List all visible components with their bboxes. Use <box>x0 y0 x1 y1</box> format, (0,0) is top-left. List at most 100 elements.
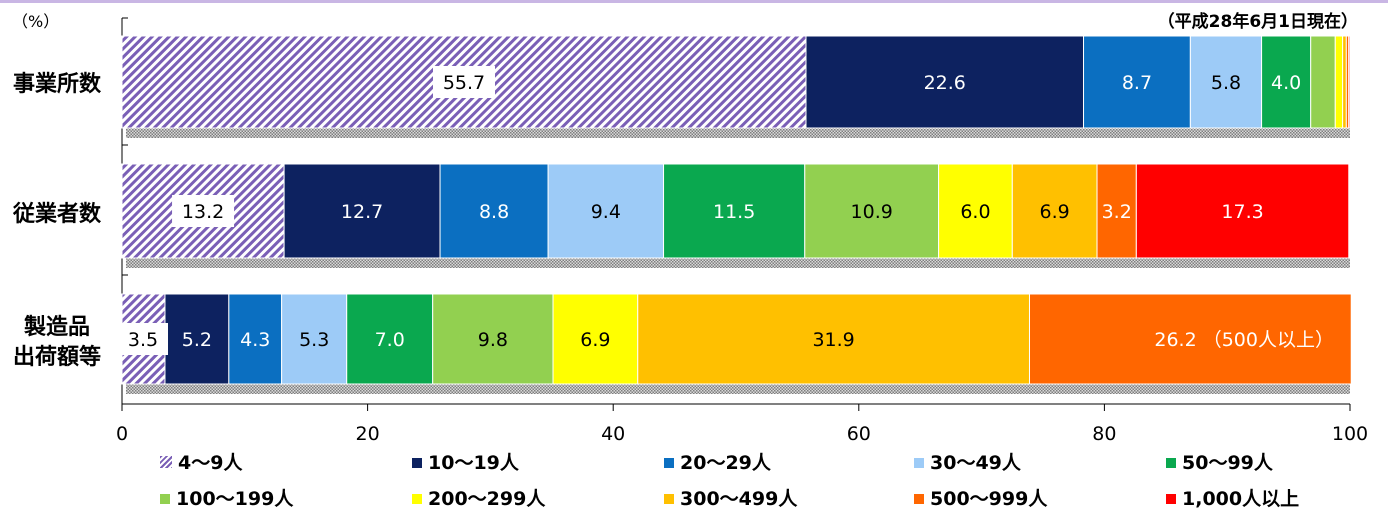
legend-swatch <box>1166 458 1176 468</box>
top-border <box>0 0 1388 3</box>
data-label-bg <box>118 323 168 355</box>
data-label: 9.8 <box>478 329 508 351</box>
x-tick-label: 0 <box>116 423 128 445</box>
date-note: （平成28年6月1日現在） <box>1157 12 1358 32</box>
legend-item: 500〜999人 <box>914 488 1047 510</box>
x-tick-label: 100 <box>1332 423 1368 445</box>
bar-segment <box>1028 293 1352 385</box>
legend-swatch <box>914 494 924 504</box>
data-label-bg <box>432 66 495 98</box>
data-label: 26.2 （500人以上） <box>1154 329 1334 351</box>
legend-swatch <box>1166 494 1176 504</box>
data-label-bg <box>172 195 235 227</box>
data-label: 55.7 <box>443 72 485 94</box>
legend-label: 100〜199人 <box>176 488 294 510</box>
legend-swatch <box>412 458 422 468</box>
legend-label: 30〜49人 <box>930 452 1021 474</box>
category-label: 従業者数 <box>0 200 114 230</box>
data-label: 22.6 <box>924 72 966 94</box>
bar-segment <box>552 293 639 385</box>
category-label-line: 出荷額等 <box>12 345 101 370</box>
legend-label: 1,000人以上 <box>1182 488 1300 510</box>
data-label: 11.5 <box>713 201 755 223</box>
legend-label: 500〜999人 <box>930 488 1048 510</box>
legend-swatch <box>914 458 924 468</box>
legend-item: 300〜499人 <box>664 488 797 510</box>
bar-segment <box>1189 35 1263 129</box>
bar-segment <box>1011 163 1098 259</box>
data-label: 3.2 <box>1102 201 1132 223</box>
legend-item: 10〜19人 <box>412 452 519 474</box>
legend-label: 300〜499人 <box>680 488 798 510</box>
bar-segment <box>283 163 441 259</box>
legend-item: 100〜199人 <box>160 488 293 510</box>
legend-item: 50〜99人 <box>1166 452 1273 474</box>
bar-segment <box>1342 35 1347 129</box>
data-labels: 55.7 22.6 8.7 5.8 4.0 13.2 12.7 8.8 9.4 11.5 10.9 6… <box>118 66 1334 355</box>
bar-shadow <box>126 128 1350 138</box>
legend-swatch <box>160 456 172 468</box>
category-label-line: 製造品 <box>23 315 90 340</box>
bar-segment <box>439 163 549 259</box>
data-label: 10.9 <box>851 201 893 223</box>
data-label: 9.4 <box>591 201 621 223</box>
bar-segment <box>164 293 230 385</box>
bar-segment <box>663 163 806 259</box>
bar-segment <box>547 163 665 259</box>
data-label: 4.3 <box>240 329 270 351</box>
legend-swatch <box>664 494 674 504</box>
data-label: 6.9 <box>580 329 610 351</box>
data-label: 6.0 <box>960 201 990 223</box>
data-label: 3.5 <box>128 329 158 351</box>
bar-shadow <box>126 384 1350 394</box>
bar-segment <box>228 293 283 385</box>
data-label: 5.8 <box>1211 72 1241 94</box>
category-label-line: 事業所数 <box>12 72 101 97</box>
data-label: 7.0 <box>375 329 405 351</box>
category-label: 事業所数 <box>0 70 114 100</box>
legend-label: 200〜299人 <box>428 488 546 510</box>
legend-swatch <box>412 494 422 504</box>
legend-item: 4〜9人 <box>160 452 242 474</box>
data-label: 13.2 <box>182 201 224 223</box>
x-tick-label: 80 <box>1092 423 1116 445</box>
data-label: 8.8 <box>479 201 509 223</box>
legend-label: 50〜99人 <box>1182 452 1273 474</box>
x-tick-label: 60 <box>847 423 871 445</box>
data-label: 6.9 <box>1040 201 1070 223</box>
data-label: 12.7 <box>341 201 383 223</box>
bar-segment <box>1310 35 1336 129</box>
legend-item: 20〜29人 <box>664 452 771 474</box>
legend-item: 1,000人以上 <box>1166 488 1299 510</box>
bar-shadow <box>126 258 1350 268</box>
x-tick-label: 40 <box>601 423 625 445</box>
bars <box>121 35 1352 394</box>
bar-segment <box>1348 35 1351 129</box>
bar-segment <box>1083 35 1191 129</box>
bar-segment <box>1096 163 1137 259</box>
legend-swatch <box>664 458 674 468</box>
bar-segment <box>1135 163 1350 259</box>
legend-label: 20〜29人 <box>680 452 771 474</box>
category-label-line: 従業者数 <box>12 202 101 227</box>
axes: 0 20 40 60 80 100 <box>116 17 1368 445</box>
legend-label: 4〜9人 <box>178 452 243 474</box>
data-label: 17.3 <box>1221 201 1263 223</box>
category-label: 製造品 出荷額等 <box>0 313 114 373</box>
bar-segment <box>637 293 1030 385</box>
legend-label: 10〜19人 <box>428 452 519 474</box>
unit-label: （%） <box>12 12 60 31</box>
data-label: 5.3 <box>299 329 329 351</box>
bar-segment <box>804 163 940 259</box>
legend-item: 200〜299人 <box>412 488 545 510</box>
bar-segment <box>805 35 1085 129</box>
bar-segment <box>1334 35 1344 129</box>
x-tick-label: 20 <box>356 423 380 445</box>
legend-swatch <box>160 494 170 504</box>
bar-segment <box>938 163 1013 259</box>
data-label: 5.2 <box>182 329 212 351</box>
data-label: 31.9 <box>812 329 854 351</box>
bar-segment <box>432 293 554 385</box>
legend-item: 30〜49人 <box>914 452 1021 474</box>
